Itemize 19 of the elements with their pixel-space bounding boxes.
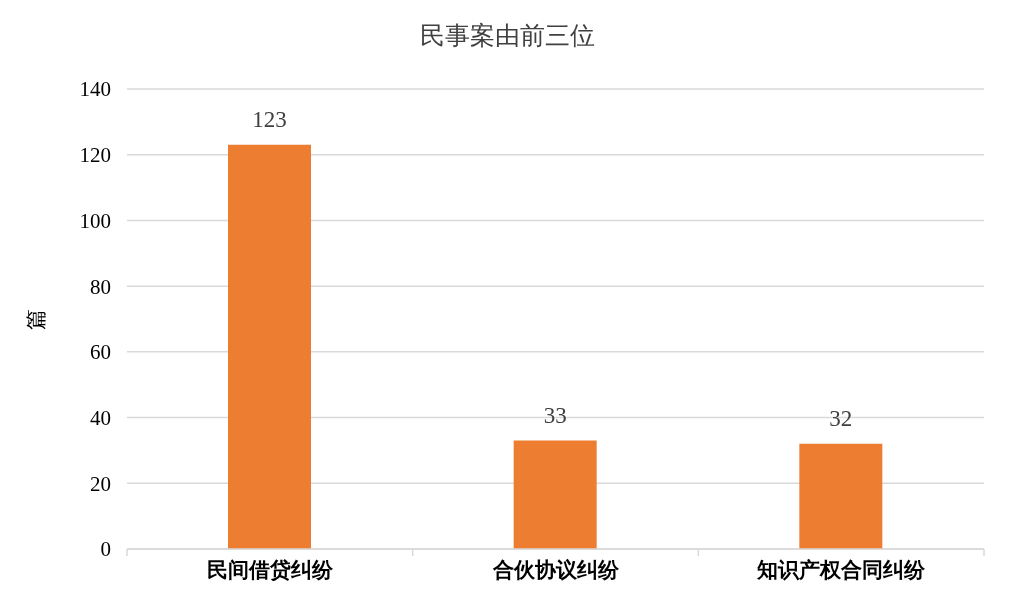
x-tick-label: 合伙协议纠纷 — [491, 558, 620, 582]
x-tick-label: 民间借贷纠纷 — [206, 558, 334, 582]
y-tick-label: 60 — [90, 340, 111, 365]
y-tick-label: 100 — [79, 208, 111, 233]
chart-title: 民事案由前三位 — [418, 21, 596, 51]
y-tick-label: 0 — [100, 537, 111, 562]
bar — [513, 440, 597, 549]
y-tick-label: 120 — [79, 143, 111, 168]
y-tick-label: 20 — [90, 471, 111, 496]
bar — [228, 144, 311, 549]
data-label: 33 — [543, 402, 567, 428]
bar — [799, 443, 883, 549]
y-tick-label: 80 — [90, 274, 111, 299]
y-tick-label: 40 — [90, 406, 111, 431]
data-label: 123 — [252, 106, 287, 132]
data-label: 32 — [829, 405, 853, 431]
x-tick-label: 知识产权合同纠纷 — [756, 558, 927, 582]
y-axis-title: 篇 — [24, 308, 49, 330]
y-tick-label: 140 — [79, 77, 111, 102]
